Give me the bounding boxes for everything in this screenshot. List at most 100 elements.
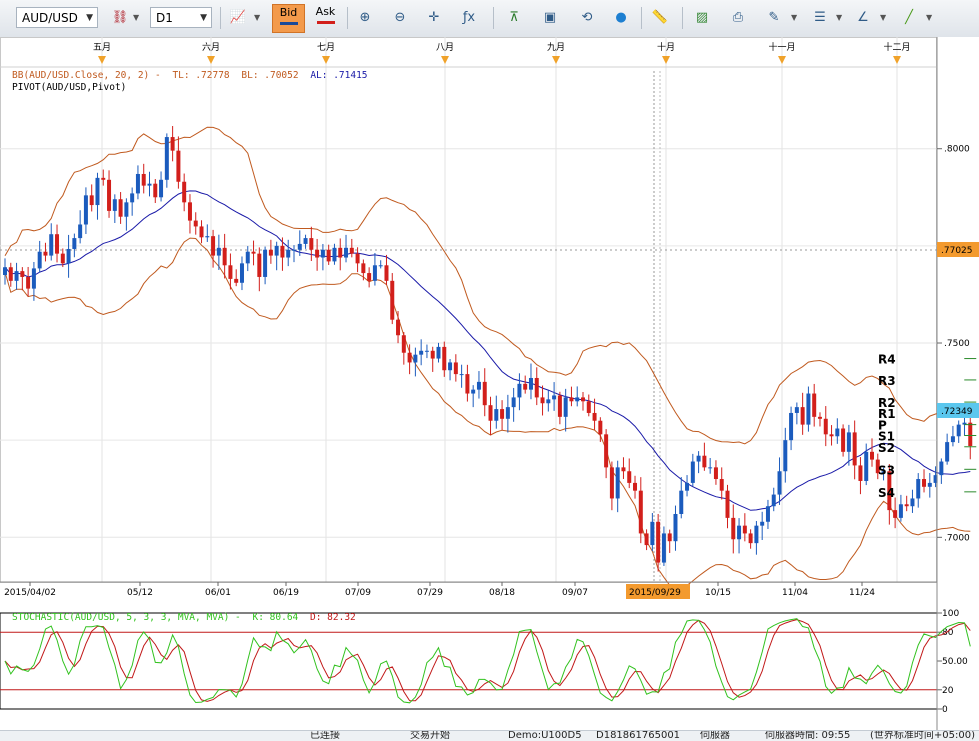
- timeframe-value: D1: [156, 11, 173, 25]
- month-label: 六月: [202, 41, 220, 53]
- zoom-in-icon[interactable]: ⊕: [359, 10, 371, 25]
- chevron-down-icon[interactable]: ▼: [254, 13, 261, 22]
- globe-icon[interactable]: ●: [615, 10, 627, 25]
- price-tick-label: .8000: [944, 145, 970, 155]
- candle-down: [800, 407, 805, 425]
- trend-tools-icon[interactable]: ∠: [857, 10, 869, 25]
- status-bar: 已连接 交易开始 Demo:U100D5 D181861765001 伺服器 伺…: [0, 730, 979, 741]
- candle-down: [390, 280, 395, 320]
- candle-up: [95, 177, 100, 206]
- candle-down: [748, 533, 753, 544]
- candle-up: [962, 422, 967, 425]
- candle-up: [661, 533, 666, 563]
- pivot-label: R4: [878, 353, 896, 367]
- candle-down: [361, 263, 366, 274]
- candle-down: [182, 181, 187, 203]
- chevron-down-icon[interactable]: ▼: [880, 13, 887, 22]
- candle-down: [702, 455, 707, 468]
- candle-up: [528, 377, 533, 390]
- candle-down: [621, 467, 626, 472]
- candle-down: [742, 525, 747, 534]
- candle-up: [927, 482, 932, 487]
- stoch-tick-label: 50.00: [942, 657, 968, 667]
- candle-down: [534, 377, 539, 398]
- candle-down: [55, 234, 60, 254]
- zoom-out-icon[interactable]: ⊖: [394, 10, 406, 25]
- candle-up: [881, 471, 886, 474]
- candle-up: [216, 247, 221, 256]
- stoch-tick-label: 0: [942, 705, 948, 715]
- bid-button[interactable]: Bid: [272, 4, 305, 33]
- ask-label: Ask: [315, 5, 336, 18]
- candle-down: [638, 490, 643, 534]
- chart-type-icon[interactable]: 📈: [229, 10, 247, 25]
- candle-down: [633, 482, 638, 491]
- chevron-down-icon[interactable]: ▼: [926, 13, 933, 22]
- chart-properties-icon[interactable]: ▣: [543, 10, 557, 25]
- ask-button[interactable]: Ask: [309, 4, 342, 33]
- date-tick-label: 11/24: [849, 588, 875, 598]
- status-timezone: (世界标准时间+05:00): [870, 730, 975, 741]
- candles: [3, 126, 973, 572]
- stoch-d-line: [4, 619, 971, 702]
- timeframe-select[interactable]: D1 ▼: [150, 7, 212, 28]
- candle-down: [211, 236, 216, 256]
- candle-up: [690, 461, 695, 483]
- ruler-icon[interactable]: 📏: [651, 10, 669, 25]
- candle-down: [60, 253, 65, 264]
- candle-down: [488, 405, 493, 421]
- symbol-select[interactable]: AUD/USD ▼: [16, 7, 98, 28]
- candle-up: [864, 451, 869, 481]
- layers-icon[interactable]: ☰: [814, 10, 826, 25]
- candle-up: [332, 247, 337, 262]
- refresh-icon[interactable]: ⟲: [581, 10, 593, 25]
- candle-up: [436, 346, 441, 359]
- candle-up: [14, 271, 19, 281]
- candle-up: [679, 490, 684, 514]
- crosshair-icon[interactable]: ✛: [428, 10, 440, 25]
- indicators-icon[interactable]: ƒx: [462, 10, 476, 25]
- grid: [0, 37, 937, 583]
- chevron-down-icon[interactable]: ▼: [133, 13, 140, 22]
- candle-up: [511, 397, 516, 408]
- candle-up: [846, 432, 851, 452]
- candle-down: [401, 335, 406, 353]
- image-icon[interactable]: ▨: [695, 10, 709, 25]
- candle-up: [297, 243, 302, 250]
- date-tick-label: 06/19: [273, 588, 299, 598]
- date-tick-label: 07/29: [417, 588, 443, 598]
- candle-down: [228, 265, 233, 279]
- date-tick-label: 08/18: [489, 588, 515, 598]
- stoch-tick-label: 100: [942, 609, 959, 619]
- candle-up: [245, 251, 250, 264]
- chevron-down-icon[interactable]: ▼: [836, 13, 843, 22]
- candle-down: [627, 471, 632, 483]
- date-tick-label: 05/12: [127, 588, 153, 598]
- level-icon[interactable]: ⊼: [509, 10, 519, 25]
- candle-down: [817, 416, 822, 419]
- candle-down: [89, 195, 94, 206]
- month-marker-icon: [207, 56, 215, 64]
- candle-down: [187, 202, 192, 221]
- pivot-legend: PIVOT(AUD/USD,Pivot): [12, 82, 126, 93]
- stoch-label: STOCHASTIC(AUD/USD, 5, 3, 3, MVA, MVA) -: [12, 612, 241, 623]
- bb-al: AL: .71415: [310, 70, 367, 81]
- candle-down: [858, 465, 863, 481]
- candle-down: [315, 249, 320, 258]
- candle-down: [465, 374, 470, 394]
- candle-down: [875, 459, 880, 474]
- candle-up: [673, 513, 678, 542]
- link-chart-icon[interactable]: ⛓: [111, 10, 129, 25]
- candle-down: [719, 479, 724, 491]
- candle-down: [598, 420, 603, 435]
- draw-tools-icon[interactable]: ✎: [768, 10, 780, 25]
- date-tick-label: 06/01: [205, 588, 231, 598]
- print-icon[interactable]: ⎙: [732, 10, 744, 25]
- candle-up: [31, 268, 36, 289]
- candle-up: [37, 251, 42, 269]
- candle-up: [3, 267, 7, 276]
- line-tool-icon[interactable]: ╱: [905, 10, 913, 25]
- candle-up: [898, 504, 903, 518]
- chevron-down-icon[interactable]: ▼: [791, 13, 798, 22]
